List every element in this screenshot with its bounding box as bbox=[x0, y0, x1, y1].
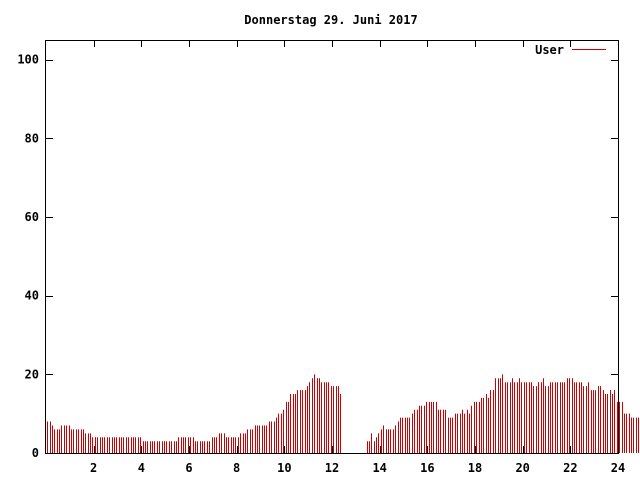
x-tick-label: 4 bbox=[138, 461, 145, 475]
x-tick-label: 16 bbox=[420, 461, 434, 475]
x-tick-label: 18 bbox=[468, 461, 482, 475]
y-tick-label: 0 bbox=[32, 446, 39, 460]
bars bbox=[48, 374, 640, 453]
x-tick-label: 6 bbox=[185, 461, 192, 475]
y-axis-labels: 0 20 40 60 80 100 bbox=[17, 53, 39, 460]
y-tick-label: 80 bbox=[25, 131, 39, 145]
x-tick-label: 20 bbox=[515, 461, 529, 475]
x-tick-label: 22 bbox=[563, 461, 577, 475]
x-tick-label: 8 bbox=[233, 461, 240, 475]
x-tick-label: 2 bbox=[90, 461, 97, 475]
chart-title: Donnerstag 29. Juni 2017 bbox=[244, 13, 417, 27]
legend-label-user: User bbox=[535, 43, 564, 57]
y-tick-label: 40 bbox=[25, 289, 39, 303]
y-tick-label: 20 bbox=[25, 367, 39, 381]
x-tick-label: 12 bbox=[325, 461, 339, 475]
x-tick-label: 10 bbox=[277, 461, 291, 475]
x-tick-label: 24 bbox=[611, 461, 625, 475]
x-tick-label: 14 bbox=[372, 461, 386, 475]
y-tick-label: 100 bbox=[17, 53, 39, 67]
y-tick-label: 60 bbox=[25, 210, 39, 224]
